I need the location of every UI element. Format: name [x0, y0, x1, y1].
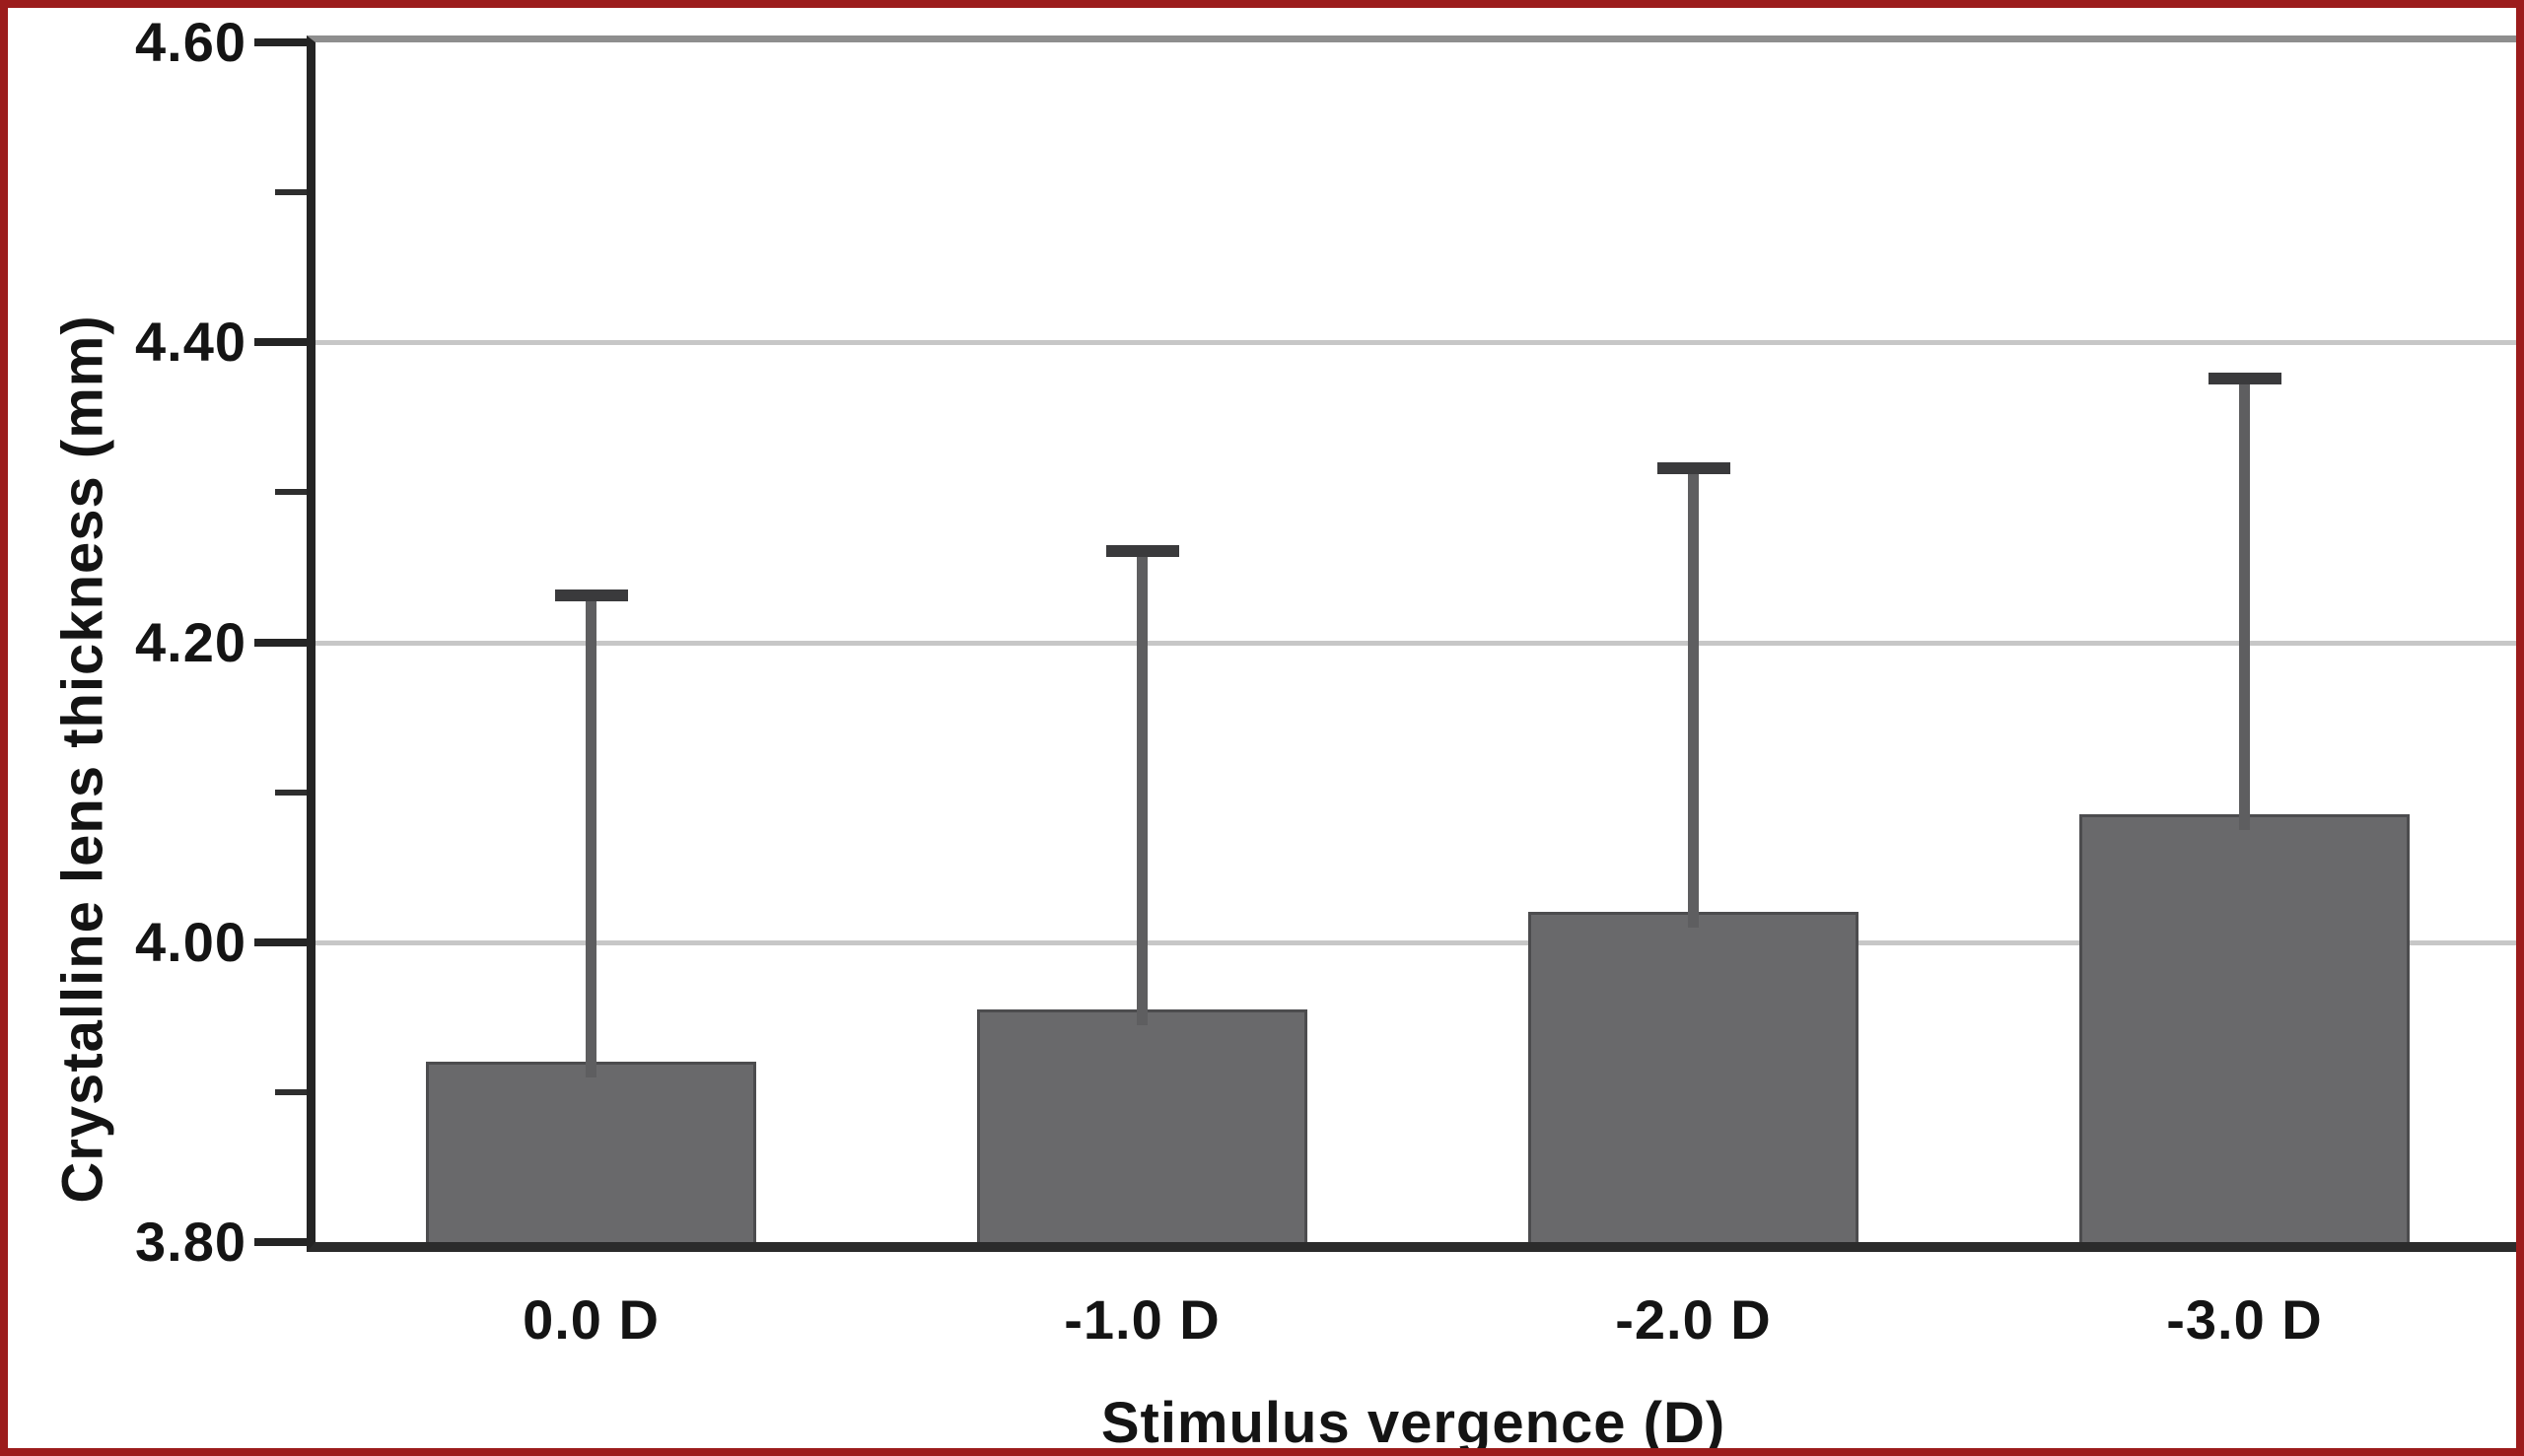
bar--2.0-D [1527, 912, 1859, 1242]
gridline-4.40 [316, 340, 2516, 346]
y-tick-label-3.80: 3.80 [135, 1211, 246, 1273]
error-bar-cap--2.0-D [1656, 461, 1730, 474]
y-major-tick-4.00 [254, 937, 307, 946]
x-tick-label--3.0-D: -3.0 D [2166, 1288, 2323, 1351]
plot-area: 3.80 4.00 4.20 4.40 4.60 0.0 D -1.0 D -2.0 D -3… [135, 11, 2516, 1351]
bar--3.0-D [2078, 814, 2411, 1242]
x-tick-label-0.0-D: 0.0 D [523, 1288, 660, 1351]
y-tick-label-4.00: 4.00 [135, 910, 246, 973]
y-minor-tick [275, 789, 307, 796]
error-bar-cap-0.0-D [554, 589, 628, 602]
error-bar-stem--2.0-D [1688, 471, 1699, 929]
x-tick-label--2.0-D: -2.0 D [1615, 1288, 1772, 1351]
y-major-tick-4.60 [254, 38, 307, 46]
error-bar-stem--1.0-D [1137, 554, 1148, 1026]
y-minor-tick [275, 1088, 307, 1095]
x-tick-label--1.0-D: -1.0 D [1064, 1288, 1221, 1351]
bar--1.0-D [976, 1009, 1308, 1242]
gridline-4.20 [316, 640, 2516, 646]
error-bar-stem--3.0-D [2239, 381, 2250, 831]
y-axis-title: Crystalline lens thickness (mm) [50, 314, 115, 1204]
gridline-4.00 [316, 939, 2516, 945]
error-bar-cap--3.0-D [2208, 372, 2281, 384]
error-bar-stem-0.0-D [586, 599, 596, 1078]
bar-0.0-D [425, 1062, 757, 1242]
y-major-tick-4.20 [254, 638, 307, 647]
x-axis-title: Stimulus vergence (D) [1100, 1391, 1726, 1455]
y-tick-label-4.20: 4.20 [135, 610, 246, 673]
error-bar-cap--1.0-D [1105, 544, 1179, 557]
y-tick-label-4.60: 4.60 [135, 11, 246, 73]
y-major-tick-4.40 [254, 338, 307, 347]
y-major-tick-3.80 [254, 1238, 307, 1246]
y-minor-tick [275, 189, 307, 196]
y-tick-label-4.40: 4.40 [135, 311, 246, 374]
y-minor-tick [275, 489, 307, 496]
